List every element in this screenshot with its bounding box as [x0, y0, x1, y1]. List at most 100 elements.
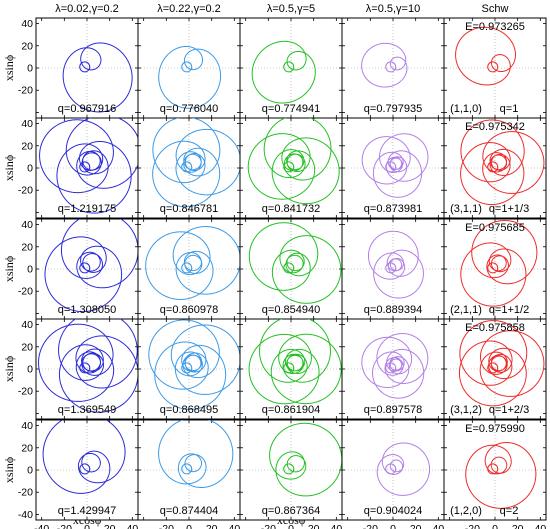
panel: q=0.774941	[239, 17, 343, 119]
panel: q=1+2/3 E=0.975858 (3,1,2)	[443, 318, 547, 420]
q-value-label: q=0.868495	[160, 404, 218, 416]
inner-loop	[79, 161, 91, 173]
x-tick-label: 0	[390, 523, 396, 529]
q-value-label: q=0.846781	[160, 203, 218, 215]
y-tick-label: -20	[18, 185, 33, 197]
q-value-label: q=1.219175	[58, 203, 116, 215]
panel: q=1+1/3 E=0.975342 (3,1,1)	[443, 117, 547, 219]
q-value-label: q=1	[500, 103, 519, 115]
orbit-line	[158, 45, 222, 109]
y-axis-label: xsinϕ	[2, 457, 16, 483]
inner-loop	[487, 362, 499, 374]
panel: q=1 E=0.973265 (1,1,0)	[443, 17, 547, 119]
inner-loop	[283, 161, 295, 173]
column-header: λ=0.02,γ=0.2	[55, 3, 119, 15]
inner-loop	[181, 262, 193, 274]
orbit-line	[248, 319, 342, 405]
y-axis-label: xsinϕ	[2, 155, 16, 181]
q-value-label: q=0.774941	[262, 103, 320, 115]
inner-loop	[487, 61, 499, 73]
q-value-label: q=0.874404	[160, 505, 218, 517]
x-tick-label: 40	[432, 523, 444, 529]
x-tick-label: 20	[104, 523, 116, 529]
inner-loop	[487, 161, 499, 173]
y-tick-label: 20	[21, 241, 33, 253]
schw-energy-label: E=0.973265	[465, 21, 525, 33]
panel: q=0.797935	[341, 17, 445, 119]
inner-loop	[79, 262, 91, 274]
panel: q=0.873981	[341, 117, 445, 219]
q-value-label: q=0.967916	[58, 103, 116, 115]
orbit-line	[39, 118, 138, 214]
y-axis-label-text: xsinϕ	[2, 356, 16, 382]
q-value-label: q=1.308050	[58, 304, 116, 316]
panel: q=0.868495	[137, 318, 241, 420]
y-tick-label: 20	[21, 341, 33, 353]
q-value-label: q=2	[500, 505, 519, 517]
orbit-line	[248, 222, 342, 304]
schw-triple-label: (3,1,2)	[450, 404, 482, 416]
schw-energy-label: E=0.975342	[465, 121, 525, 133]
orbit-line	[460, 220, 538, 307]
y-tick-label: -20	[18, 386, 33, 398]
inner-loop	[385, 61, 397, 73]
q-value-label: q=0.867364	[262, 505, 320, 517]
panel: q=1.219175 -20 0 20 40	[18, 117, 139, 219]
inner-loop	[283, 362, 295, 374]
inner-loop	[487, 262, 499, 274]
y-tick-label: 0	[27, 163, 33, 175]
orbit-line	[38, 319, 138, 413]
panel: q=0.861904	[239, 318, 343, 420]
x-tick-label: 0	[288, 523, 294, 529]
y-tick-label: 20	[21, 442, 33, 454]
y-tick-label: 40	[21, 219, 33, 231]
inner-loop	[385, 463, 397, 475]
orbit-line	[376, 442, 431, 496]
panel: q=0.776040	[137, 17, 241, 119]
inner-loop	[181, 362, 193, 374]
y-axis-label-text: xsinϕ	[2, 155, 16, 181]
x-tick-label: 20	[308, 523, 320, 529]
orbit-line	[458, 320, 545, 407]
panel: q=0.889394	[341, 218, 445, 320]
panel: q=1.369549 -20 0 20 40	[18, 318, 139, 420]
x-tick-label: 40	[228, 523, 240, 529]
schw-triple-label: (1,1,0)	[450, 103, 482, 115]
q-value-label: q=1+2/3	[489, 404, 529, 416]
inner-loop	[385, 161, 397, 173]
panel: q=0.841732	[239, 117, 343, 219]
q-value-label: q=0.861904	[262, 404, 320, 416]
orbit-line	[145, 226, 240, 300]
inner-loop	[181, 61, 193, 73]
orbit-line	[361, 133, 429, 198]
inner-loop	[181, 161, 193, 173]
panel: q=0.846781	[137, 117, 241, 219]
inner-loop	[79, 362, 91, 374]
schw-energy-label: E=0.975858	[465, 322, 525, 334]
x-tick-label: 40	[330, 523, 342, 529]
y-tick-label: 0	[27, 63, 33, 75]
q-value-label: q=0.797935	[364, 103, 422, 115]
x-tick-label: -20	[159, 523, 174, 529]
y-tick-label: 40	[21, 420, 33, 432]
column-header: Schw	[482, 3, 509, 15]
orbit-line	[361, 333, 429, 399]
inner-loop	[79, 463, 91, 475]
orbit-line	[62, 42, 133, 113]
inner-loop	[283, 61, 295, 73]
panel: q=1.429947 -40 -20 0 20 40 -40 -20 0 20 40	[18, 419, 139, 529]
x-tick-label: 20	[410, 523, 422, 529]
x-tick-label: -20	[465, 523, 480, 529]
panel: q=2 E=0.975990 (1,2,0) -20 0 20 40	[443, 419, 547, 529]
y-tick-label: 0	[27, 465, 33, 477]
y-tick-label: 20	[21, 40, 33, 52]
y-tick-label: 20	[21, 140, 33, 152]
q-value-label: q=1+1/2	[489, 304, 529, 316]
schw-energy-label: E=0.975990	[465, 423, 525, 435]
x-tick-label: -20	[57, 523, 72, 529]
inner-loop	[487, 463, 499, 475]
x-tick-label: -20	[261, 523, 276, 529]
column-header: λ=0.5,γ=10	[366, 3, 420, 15]
panel: q=0.874404 -20 0 20 40	[137, 419, 241, 529]
orbit-line	[455, 26, 516, 86]
